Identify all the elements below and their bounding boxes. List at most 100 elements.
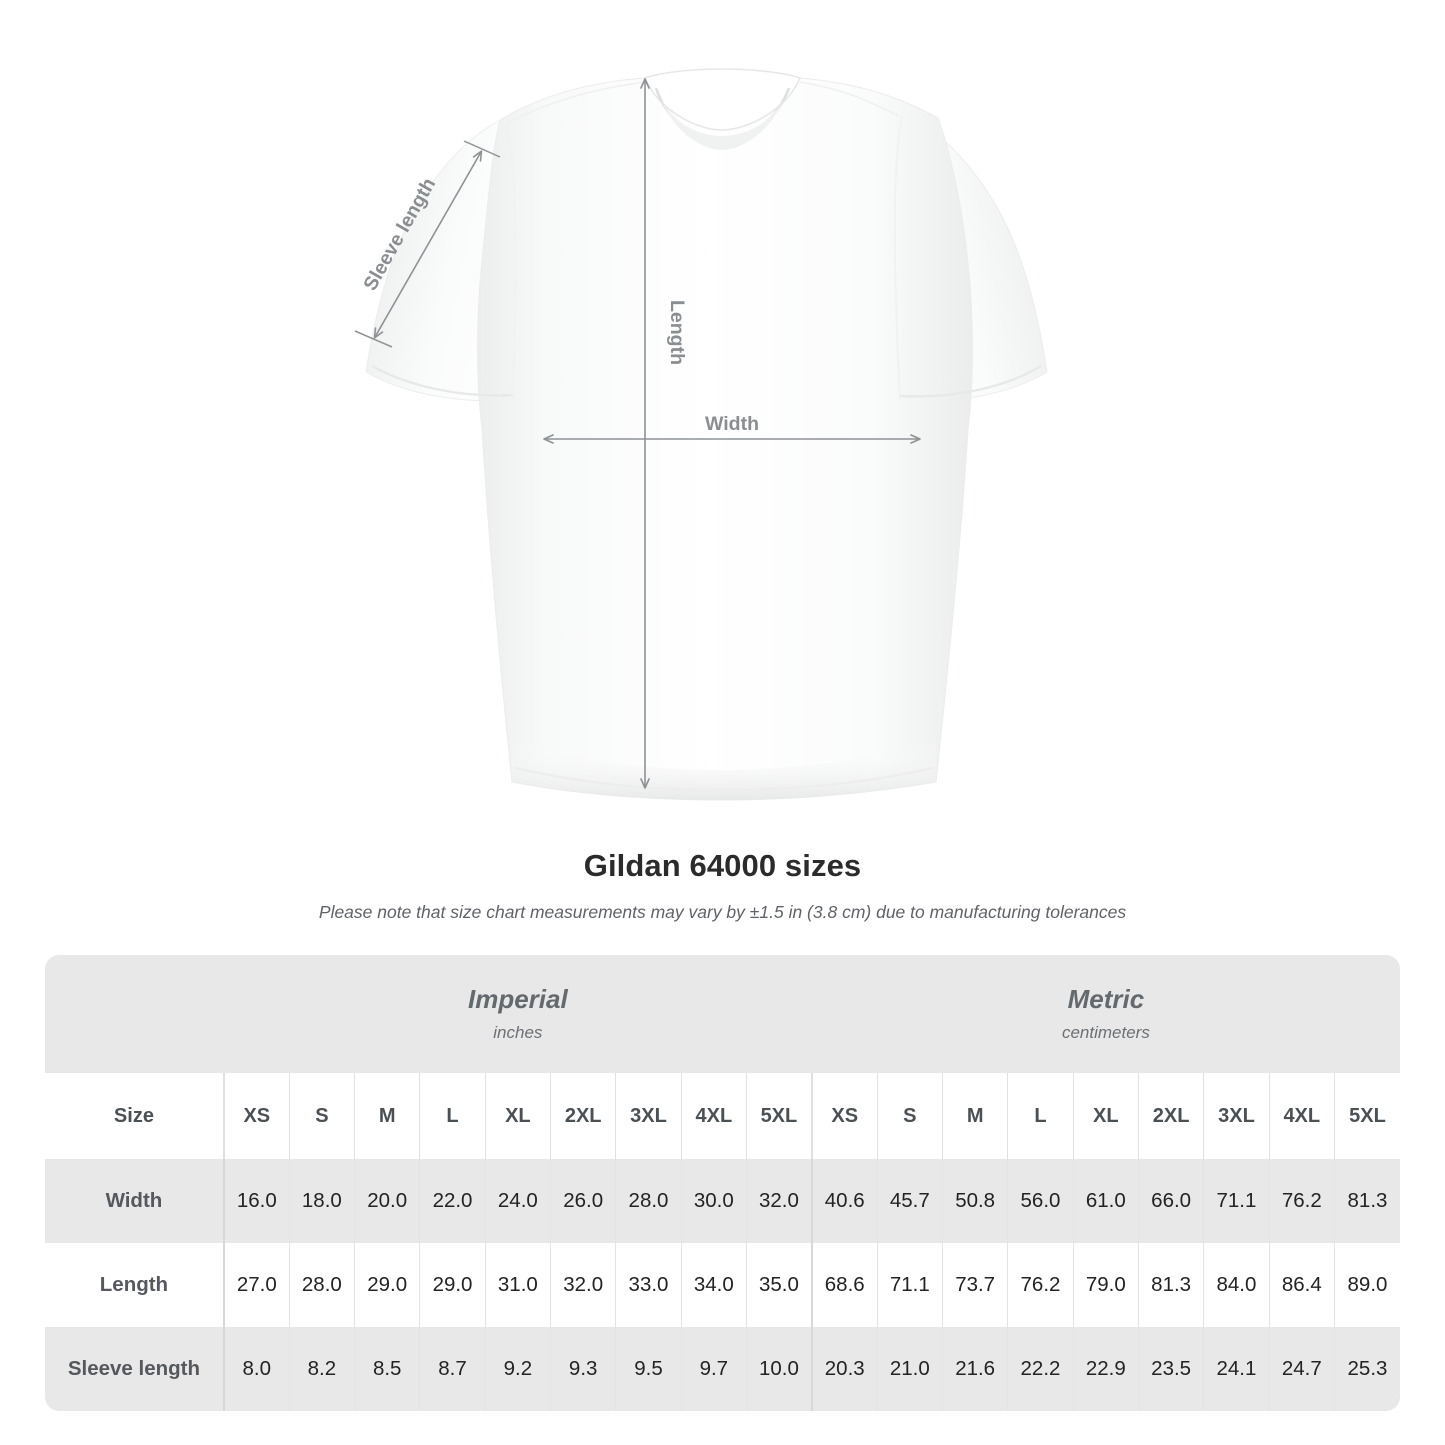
cell-length-metric-l: 76.2 — [1007, 1243, 1074, 1327]
left-armhole-seam — [505, 123, 517, 401]
right-sleeve-hem — [898, 364, 1042, 398]
size-col-metric-xs: XS — [810, 1073, 878, 1159]
table-row: Length 27.0 28.0 29.0 29.0 31.0 32.0 33.… — [45, 1243, 1400, 1327]
cell-sleeve-imperial-m: 8.5 — [354, 1327, 420, 1411]
table-row: Sleeve length 8.0 8.2 8.5 8.7 9.2 9.3 9.… — [45, 1327, 1400, 1411]
size-col-imperial-l: L — [419, 1073, 486, 1159]
neck-shadow — [661, 99, 784, 150]
heading-block: Gildan 64000 sizes Please note that size… — [0, 848, 1445, 923]
page-title: Gildan 64000 sizes — [583, 848, 862, 883]
size-col-imperial-m: M — [354, 1073, 420, 1159]
length-measure: Length — [640, 78, 688, 789]
cell-width-metric-xs: 40.6 — [810, 1159, 878, 1243]
width-measure: Width — [543, 413, 921, 444]
cell-length-imperial-xs: 27.0 — [222, 1243, 290, 1327]
collar-band — [643, 68, 802, 131]
cell-length-metric-2xl: 81.3 — [1137, 1243, 1204, 1327]
row-label-width: Width — [45, 1159, 224, 1243]
tshirt-diagram: Sleeve length Length Width — [354, 68, 1048, 801]
size-chart-table-wrapper: Imperial inches Metric centimeters Size … — [45, 955, 1400, 1411]
cell-length-imperial-2xl: 32.0 — [550, 1243, 616, 1327]
size-col-imperial-s: S — [288, 1073, 355, 1159]
cell-width-metric-3xl: 71.1 — [1203, 1159, 1270, 1243]
unit-band-spacer — [45, 955, 224, 1073]
tolerance-note: Please note that size chart measurements… — [318, 902, 1127, 922]
size-col-metric-2xl: 2XL — [1137, 1073, 1204, 1159]
size-col-metric-m: M — [941, 1073, 1008, 1159]
width-label: Width — [705, 413, 759, 435]
size-col-metric-l: L — [1007, 1073, 1074, 1159]
cell-length-metric-3xl: 84.0 — [1203, 1243, 1270, 1327]
size-col-metric-s: S — [876, 1073, 943, 1159]
right-armhole-seam — [894, 115, 903, 401]
size-chart-table: Imperial inches Metric centimeters Size … — [45, 955, 1400, 1411]
cell-sleeve-imperial-5xl: 10.0 — [745, 1327, 812, 1411]
cell-sleeve-metric-s: 21.0 — [876, 1327, 943, 1411]
cell-length-imperial-l: 29.0 — [419, 1243, 486, 1327]
unit-sub-imperial: inches — [493, 1023, 543, 1043]
cell-length-metric-4xl: 86.4 — [1268, 1243, 1335, 1327]
sleeve-length-arrow — [373, 150, 483, 339]
cell-length-imperial-s: 28.0 — [288, 1243, 355, 1327]
cell-length-imperial-3xl: 33.0 — [615, 1243, 682, 1327]
size-col-imperial-xl: XL — [484, 1073, 551, 1159]
unit-band-row: Imperial inches Metric centimeters — [45, 955, 1400, 1073]
cell-width-imperial-l: 22.0 — [419, 1159, 486, 1243]
cell-sleeve-metric-3xl: 24.1 — [1203, 1327, 1270, 1411]
size-col-metric-xl: XL — [1072, 1073, 1139, 1159]
cell-width-imperial-xs: 16.0 — [222, 1159, 290, 1243]
cell-width-metric-xl: 61.0 — [1072, 1159, 1139, 1243]
length-label: Length — [666, 300, 688, 365]
size-col-imperial-5xl: 5XL — [745, 1073, 812, 1159]
cell-width-metric-4xl: 76.2 — [1268, 1159, 1335, 1243]
cell-width-imperial-3xl: 28.0 — [615, 1159, 682, 1243]
right-shoulder-seam — [799, 81, 900, 117]
sleeve-tick-top — [463, 140, 501, 158]
cell-sleeve-metric-2xl: 23.5 — [1137, 1327, 1204, 1411]
cell-sleeve-imperial-4xl: 9.7 — [680, 1327, 747, 1411]
cell-width-metric-2xl: 66.0 — [1137, 1159, 1204, 1243]
cell-width-metric-s: 45.7 — [876, 1159, 943, 1243]
unit-name-metric: Metric — [1067, 983, 1145, 1014]
cell-length-metric-s: 71.1 — [876, 1243, 943, 1327]
cell-sleeve-metric-l: 22.2 — [1007, 1327, 1074, 1411]
cell-length-imperial-m: 29.0 — [354, 1243, 420, 1327]
cell-width-metric-5xl: 81.3 — [1333, 1159, 1400, 1243]
size-col-metric-4xl: 4XL — [1268, 1073, 1335, 1159]
left-sleeve-hem — [371, 364, 515, 397]
cell-sleeve-metric-5xl: 25.3 — [1333, 1327, 1400, 1411]
cell-width-imperial-s: 18.0 — [288, 1159, 355, 1243]
unit-header-metric: Metric centimeters — [811, 955, 1400, 1073]
cell-width-metric-l: 56.0 — [1007, 1159, 1074, 1243]
cell-sleeve-metric-xs: 20.3 — [810, 1327, 878, 1411]
size-header-row: Size XS S M L XL 2XL 3XL 4XL 5XL XS S M … — [45, 1073, 1400, 1159]
cell-width-imperial-m: 20.0 — [354, 1159, 420, 1243]
cell-width-imperial-xl: 24.0 — [484, 1159, 551, 1243]
cell-length-imperial-xl: 31.0 — [484, 1243, 551, 1327]
cell-length-metric-5xl: 89.0 — [1333, 1243, 1400, 1327]
cell-length-metric-m: 73.7 — [941, 1243, 1008, 1327]
size-header-label: Size — [45, 1073, 224, 1159]
cell-sleeve-metric-m: 21.6 — [941, 1327, 1008, 1411]
cell-sleeve-imperial-xl: 9.2 — [484, 1327, 551, 1411]
tshirt-illustration: Sleeve length Length Width — [354, 68, 1048, 801]
cell-width-imperial-2xl: 26.0 — [550, 1159, 616, 1243]
cell-sleeve-imperial-s: 8.2 — [288, 1327, 355, 1411]
cell-length-metric-xl: 79.0 — [1072, 1243, 1139, 1327]
hem-seam — [514, 766, 934, 792]
cell-sleeve-metric-4xl: 24.7 — [1268, 1327, 1335, 1411]
cell-sleeve-imperial-3xl: 9.5 — [615, 1327, 682, 1411]
size-col-metric-5xl: 5XL — [1333, 1073, 1400, 1159]
cell-width-imperial-5xl: 32.0 — [745, 1159, 812, 1243]
cell-length-imperial-5xl: 35.0 — [745, 1243, 812, 1327]
cell-sleeve-metric-xl: 22.9 — [1072, 1327, 1139, 1411]
left-shoulder-seam — [505, 81, 647, 125]
cell-length-metric-xs: 68.6 — [810, 1243, 878, 1327]
row-label-sleeve-length: Sleeve length — [45, 1327, 224, 1411]
size-col-imperial-xs: XS — [222, 1073, 290, 1159]
unit-header-imperial: Imperial inches — [223, 955, 812, 1073]
size-col-imperial-3xl: 3XL — [615, 1073, 682, 1159]
cell-sleeve-imperial-xs: 8.0 — [222, 1327, 290, 1411]
cell-sleeve-imperial-2xl: 9.3 — [550, 1327, 616, 1411]
cell-length-imperial-4xl: 34.0 — [680, 1243, 747, 1327]
